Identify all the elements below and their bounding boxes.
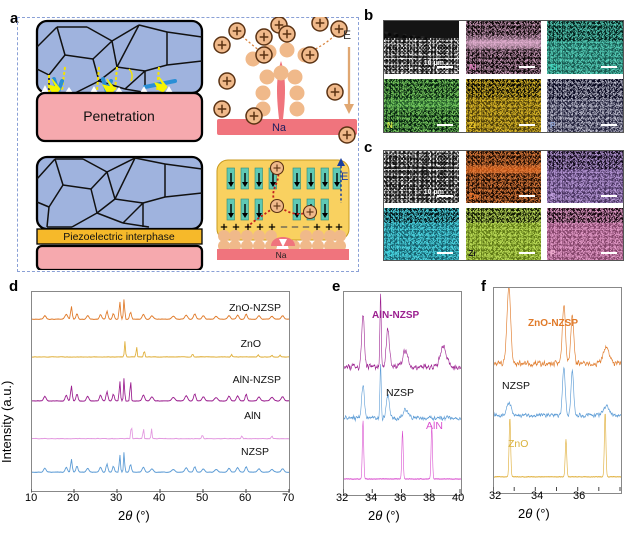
svg-text:E: E (341, 171, 348, 183)
svg-text:Penetration: Penetration (83, 108, 155, 124)
svg-text:Na: Na (272, 122, 287, 134)
svg-text:Piezoelectric interphase: Piezoelectric interphase (63, 231, 175, 243)
svg-text:Na: Na (276, 250, 287, 260)
svg-text:E: E (343, 28, 351, 42)
